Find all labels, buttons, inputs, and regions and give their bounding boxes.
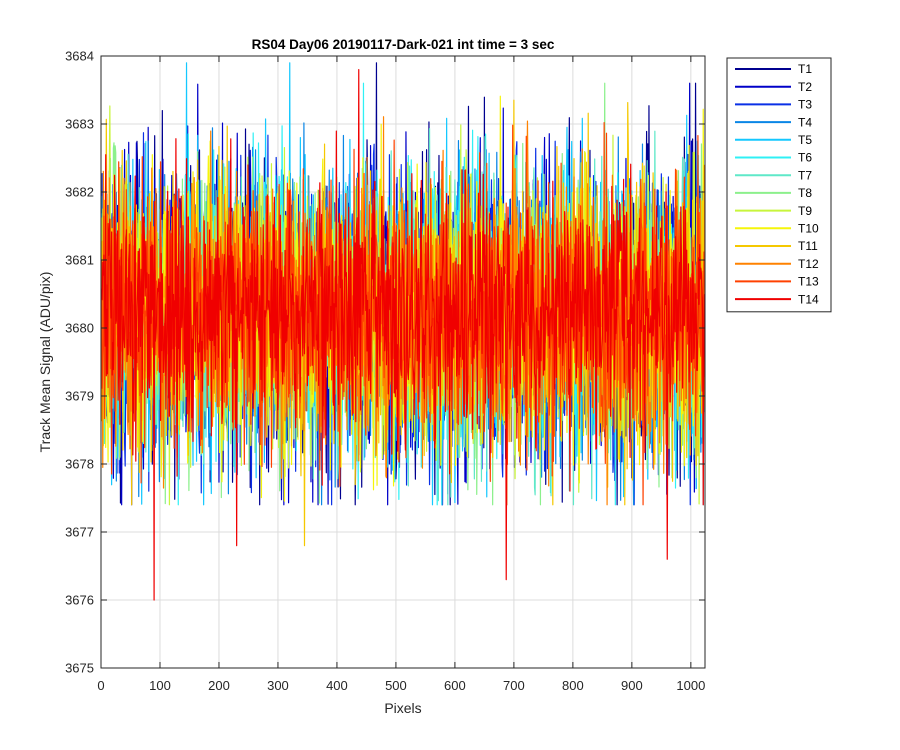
legend-label: T11 xyxy=(798,239,818,253)
legend-item-t1: T1 xyxy=(735,62,812,76)
x-tick-label: 800 xyxy=(562,678,584,693)
chart-title: RS04 Day06 20190117-Dark-021 int time = … xyxy=(252,37,555,52)
x-tick-label: 100 xyxy=(149,678,171,693)
x-axis-label: Pixels xyxy=(384,700,421,716)
x-axis-ticks: 0 100 200 300 400 500 600 700 800 900 1000 xyxy=(97,56,705,693)
y-tick-label: 3684 xyxy=(65,49,94,64)
x-tick-label: 900 xyxy=(621,678,643,693)
legend-label: T5 xyxy=(798,133,812,147)
legend-item-t7: T7 xyxy=(735,168,812,182)
legend-label: T2 xyxy=(798,80,812,94)
series-layer xyxy=(101,62,705,601)
y-tick-label: 3678 xyxy=(65,457,94,472)
y-tick-label: 3681 xyxy=(65,253,94,268)
legend-item-t6: T6 xyxy=(735,151,812,165)
legend-item-t14: T14 xyxy=(735,292,819,306)
legend-label: T4 xyxy=(798,115,812,129)
y-tick-label: 3682 xyxy=(65,185,94,200)
legend-item-t10: T10 xyxy=(735,222,819,236)
series-line-t14 xyxy=(101,69,705,601)
y-tick-label: 3683 xyxy=(65,117,94,132)
legend-item-t12: T12 xyxy=(735,257,819,271)
y-axis-ticks: 3675 3676 3677 3678 3679 3680 3681 3682 3683 3684 xyxy=(65,49,705,676)
legend-label: T8 xyxy=(798,186,812,200)
legend-item-t11: T11 xyxy=(735,239,818,253)
y-axis-label: Track Mean Signal (ADU/pix) xyxy=(37,272,53,453)
y-tick-label: 3675 xyxy=(65,661,94,676)
x-tick-label: 400 xyxy=(326,678,348,693)
legend-label: T12 xyxy=(798,257,819,271)
x-tick-label: 700 xyxy=(503,678,525,693)
legend-label: T13 xyxy=(798,275,819,289)
legend: T1 T2 T3 T4 T5 T6 T7 T8 T9 T10 T11 T12 T13 T14 xyxy=(726,57,832,313)
legend-item-t3: T3 xyxy=(735,98,812,112)
legend-item-t9: T9 xyxy=(735,204,812,218)
axes-box xyxy=(100,55,706,669)
x-tick-label: 1000 xyxy=(676,678,705,693)
legend-label: T14 xyxy=(798,292,819,306)
legend-label: T7 xyxy=(798,168,812,182)
y-tick-label: 3677 xyxy=(65,525,94,540)
x-tick-label: 0 xyxy=(97,678,104,693)
legend-box xyxy=(726,57,832,313)
legend-label: T1 xyxy=(798,62,812,76)
x-tick-label: 200 xyxy=(208,678,230,693)
legend-label: T9 xyxy=(798,204,812,218)
legend-item-t2: T2 xyxy=(735,80,812,94)
legend-label: T10 xyxy=(798,222,819,236)
legend-item-t13: T13 xyxy=(735,275,819,289)
y-tick-label: 3680 xyxy=(65,321,94,336)
legend-items: T1 T2 T3 T4 T5 T6 T7 T8 T9 T10 T11 T12 T13 T14 xyxy=(735,62,819,306)
legend-item-t8: T8 xyxy=(735,186,812,200)
legend-item-t4: T4 xyxy=(735,115,812,129)
legend-label: T3 xyxy=(798,98,812,112)
legend-item-t5: T5 xyxy=(735,133,812,147)
legend-label: T6 xyxy=(798,151,812,165)
x-tick-label: 500 xyxy=(385,678,407,693)
y-tick-label: 3676 xyxy=(65,593,94,608)
x-tick-label: 600 xyxy=(444,678,466,693)
y-tick-label: 3679 xyxy=(65,389,94,404)
x-tick-label: 300 xyxy=(267,678,289,693)
